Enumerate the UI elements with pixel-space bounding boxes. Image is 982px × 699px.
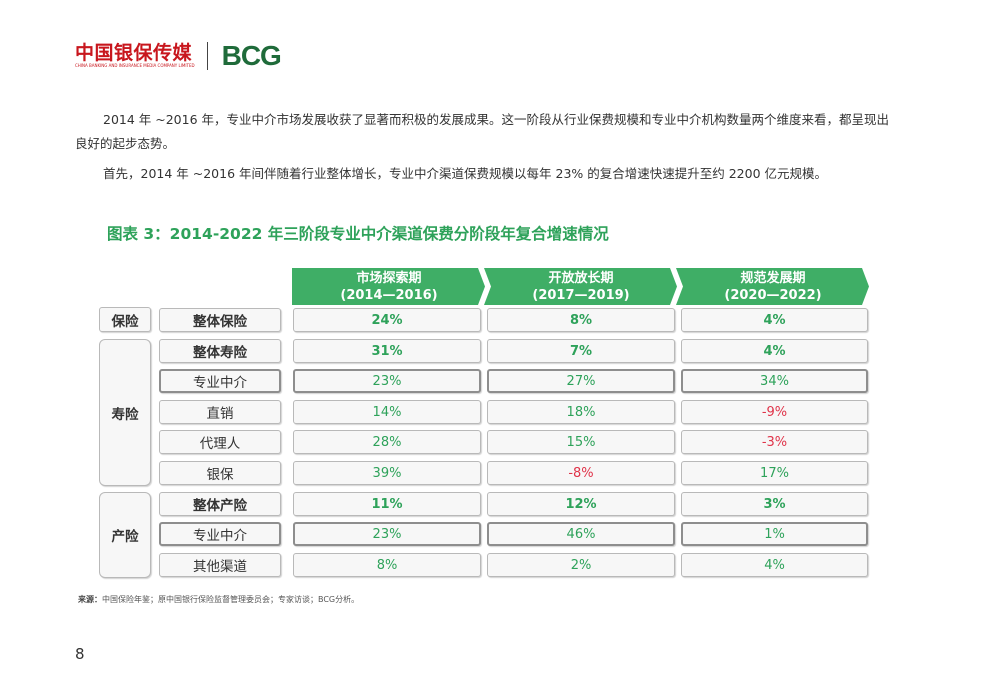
logo-divider [206,42,208,70]
page-number: 8 [75,645,85,663]
value-cell: 18% [487,400,675,424]
chevron-shape [292,268,485,305]
value-cell: 28% [293,430,481,454]
paragraph-2: 首先，2014 年 ~2016 年间伴随着行业整体增长，专业中介渠道保费规模以每… [103,166,828,181]
chevron-shape [484,268,677,305]
value-cell: 23% [293,522,481,546]
phase-header-2: 开放放长期 (2017—2019) [484,268,678,305]
phase-name: 规范发展期 [740,270,806,286]
value-cell: 12% [487,492,675,516]
value-cell: 24% [293,308,481,332]
row-label-life-broker: 专业中介 [159,369,281,393]
value-cell: 17% [681,461,868,485]
cbimc-logo: 中国银保传媒 CHINA BANKING AND INSURANCE MEDIA… [75,43,195,69]
brand-cn: 中国银保传媒 [75,42,193,64]
value-cell-negative: -8% [487,461,675,485]
value-cell: 23% [293,369,481,393]
brand-en: CHINA BANKING AND INSURANCE MEDIA COMPAN… [75,63,195,68]
value-cell: 4% [681,308,868,332]
phase-years: (2014—2016) [340,287,438,303]
value-cell: 15% [487,430,675,454]
value-cell: 8% [293,553,481,577]
phase-name: 开放放长期 [548,270,614,286]
source-label: 来源： [78,595,102,604]
row-label-property-broker: 专业中介 [159,522,281,546]
value-cell: 4% [681,553,868,577]
value-cell: 27% [487,369,675,393]
value-cell: 4% [681,339,868,363]
phase-years: (2017—2019) [532,287,630,303]
row-label-direct: 直销 [159,400,281,424]
chevron-shape [676,268,869,305]
page-header: 中国银保传媒 CHINA BANKING AND INSURANCE MEDIA… [75,38,282,74]
group-property: 产险 [99,492,151,578]
phase-header-3: 规范发展期 (2020—2022) [676,268,870,305]
group-insurance: 保险 [99,307,151,332]
value-cell: 1% [681,522,868,546]
value-cell-negative: -9% [681,400,868,424]
phase-header-1: 市场探索期 (2014—2016) [292,268,486,305]
paragraph-1: 2014 年 ~2016 年，专业中介市场发展收获了显著而积极的发展成果。这一阶… [75,112,890,151]
group-life: 寿险 [99,339,151,486]
value-cell: 2% [487,553,675,577]
source-note: 来源：中国保险年鉴；原中国银行保险监督管理委员会；专家访谈；BCG分析。 [78,594,359,605]
row-label-bancassurance: 银保 [159,461,281,485]
value-cell: 39% [293,461,481,485]
value-cell: 3% [681,492,868,516]
row-label-overall-property: 整体产险 [159,492,281,516]
row-label-overall-life: 整体寿险 [159,339,281,363]
row-label-other-channels: 其他渠道 [159,553,281,577]
value-cell: 31% [293,339,481,363]
bcg-logo: BCG [221,40,282,71]
value-cell: 14% [293,400,481,424]
figure-title: 图表 3：2014-2022 年三阶段专业中介渠道保费分阶段年复合增速情况 [107,225,609,243]
value-cell: 46% [487,522,675,546]
row-label-overall-insurance: 整体保险 [159,308,281,332]
source-text: 中国保险年鉴；原中国银行保险监督管理委员会；专家访谈；BCG分析。 [102,595,360,604]
value-cell: 7% [487,339,675,363]
value-cell-negative: -3% [681,430,868,454]
phase-name: 市场探索期 [356,270,422,286]
phase-years: (2020—2022) [724,287,822,303]
value-cell: 8% [487,308,675,332]
value-cell: 11% [293,492,481,516]
row-label-agent: 代理人 [159,430,281,454]
value-cell: 34% [681,369,868,393]
